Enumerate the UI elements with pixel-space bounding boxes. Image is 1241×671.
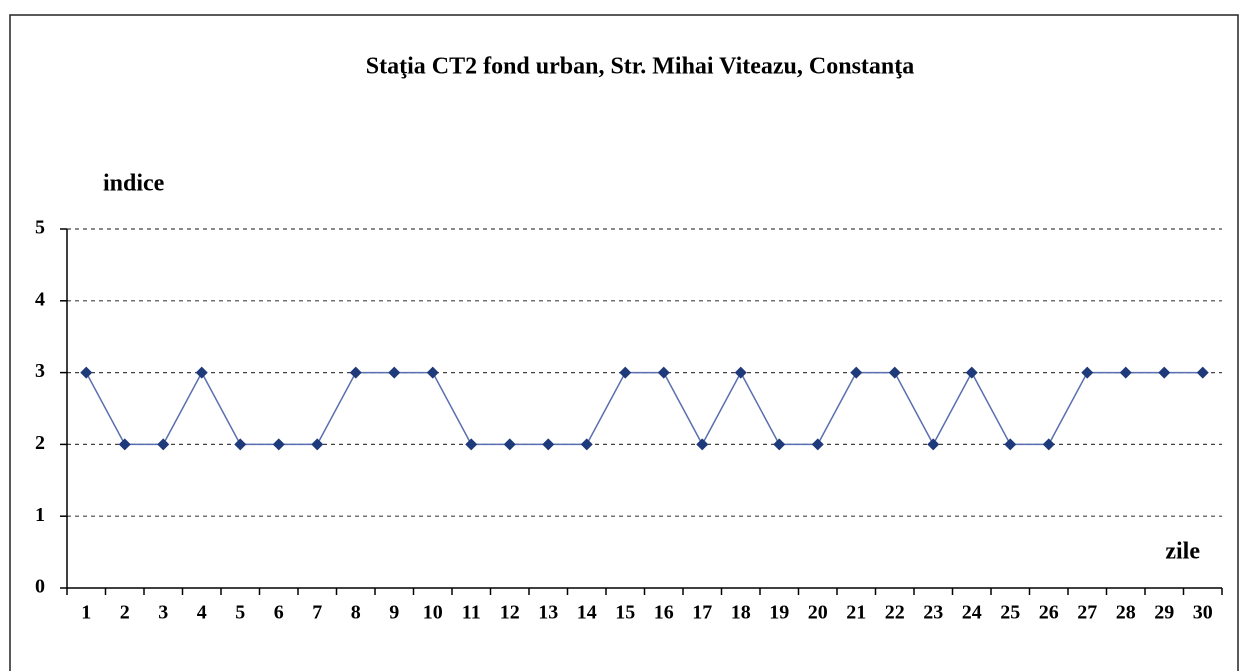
x-tick-label: 3: [158, 602, 168, 624]
x-tick-label: 14: [577, 602, 597, 624]
x-tick-label: 11: [462, 602, 481, 624]
x-tick-label: 21: [846, 602, 866, 624]
data-point: [195, 366, 208, 379]
data-point: [696, 438, 709, 451]
data-point: [426, 366, 439, 379]
y-tick-label: 5: [35, 217, 45, 239]
data-point: [580, 438, 593, 451]
x-tick-label: 13: [538, 602, 558, 624]
data-point: [1158, 366, 1171, 379]
data-point: [234, 438, 247, 451]
chart-title: Staţia CT2 fond urban, Str. Mihai Viteaz…: [366, 54, 915, 80]
y-axis-label: indice: [103, 171, 165, 197]
x-tick-label: 25: [1000, 602, 1020, 624]
y-tick-label: 3: [35, 360, 45, 382]
x-tick-label: 18: [731, 602, 751, 624]
y-tick-label: 2: [35, 432, 45, 454]
data-point: [311, 438, 324, 451]
x-tick-label: 4: [197, 602, 207, 624]
x-tick-label: 12: [500, 602, 520, 624]
x-tick-label: 30: [1193, 602, 1213, 624]
data-point: [657, 366, 670, 379]
x-axis-label: zile: [1165, 539, 1200, 565]
x-tick-label: 24: [962, 602, 982, 624]
data-point: [118, 438, 131, 451]
data-point: [773, 438, 786, 451]
x-tick-label: 16: [654, 602, 674, 624]
data-point: [1042, 438, 1055, 451]
data-point: [1119, 366, 1132, 379]
y-tick-label: 4: [35, 288, 45, 310]
data-point: [272, 438, 285, 451]
x-tick-label: 19: [769, 602, 789, 624]
data-point: [619, 366, 632, 379]
data-point: [465, 438, 478, 451]
x-tick-label: 15: [615, 602, 635, 624]
data-point: [157, 438, 170, 451]
data-point: [349, 366, 362, 379]
x-tick-label: 7: [312, 602, 322, 624]
data-point: [1004, 438, 1017, 451]
data-point: [542, 438, 555, 451]
x-tick-label: 5: [235, 602, 245, 624]
x-tick-label: 26: [1039, 602, 1059, 624]
chart-frame: [9, 14, 1239, 671]
x-tick-label: 17: [692, 602, 712, 624]
data-point: [888, 366, 901, 379]
x-tick-label: 9: [389, 602, 399, 624]
data-point: [503, 438, 516, 451]
x-tick-label: 28: [1116, 602, 1136, 624]
y-tick-label: 0: [35, 576, 45, 598]
x-tick-label: 29: [1154, 602, 1174, 624]
x-tick-label: 6: [274, 602, 284, 624]
x-tick-label: 2: [120, 602, 130, 624]
data-point: [927, 438, 940, 451]
x-tick-label: 23: [923, 602, 943, 624]
data-point: [1081, 366, 1094, 379]
data-point: [80, 366, 93, 379]
data-point: [811, 438, 824, 451]
data-point: [850, 366, 863, 379]
x-tick-label: 22: [885, 602, 905, 624]
y-tick-label: 1: [35, 504, 45, 526]
x-tick-label: 1: [81, 602, 91, 624]
x-tick-label: 10: [423, 602, 443, 624]
x-tick-label: 20: [808, 602, 828, 624]
data-point: [388, 366, 401, 379]
x-tick-label: 8: [351, 602, 361, 624]
data-point: [965, 366, 978, 379]
data-point: [1196, 366, 1209, 379]
data-point: [734, 366, 747, 379]
x-tick-label: 27: [1077, 602, 1097, 624]
data-line: [85, 371, 1203, 446]
